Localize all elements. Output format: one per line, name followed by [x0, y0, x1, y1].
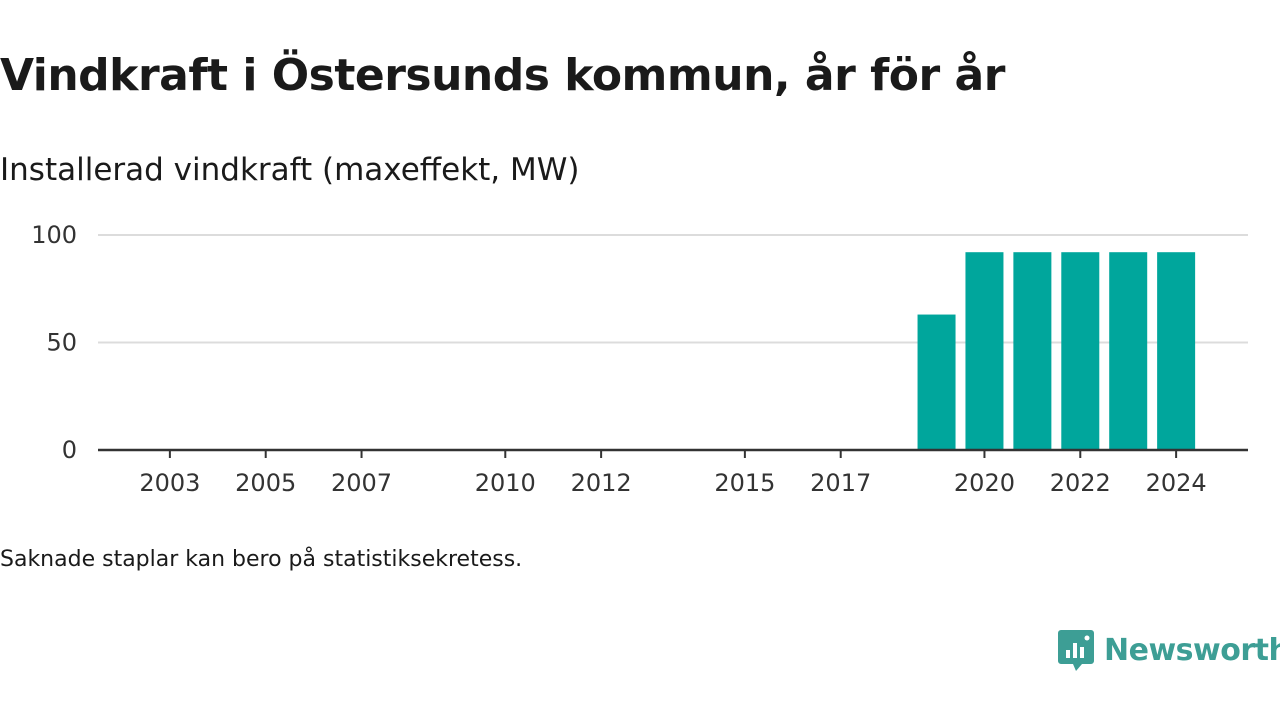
x-tick-label: 2012	[571, 469, 632, 497]
bar-2020	[965, 252, 1004, 450]
y-tick-label: 100	[31, 221, 77, 249]
axes: 0 50 100 2003 2005 2007 2010 2012 2015 2017 2020 20…	[31, 221, 1248, 497]
x-tick-label: 2024	[1146, 469, 1207, 497]
brand-logo[interactable]: Newsworthy	[1058, 628, 1280, 672]
chart-title: Vindkraft i Östersunds kommun, år för år	[0, 50, 1005, 101]
gridlines	[98, 234, 1248, 344]
x-tick-label: 2015	[714, 469, 775, 497]
bar-chart: 0 50 100 2003 2005 2007 2010 2012 2015 2017 2020 20…	[31, 221, 1248, 497]
brand-name: Newsworthy	[1104, 632, 1280, 668]
x-tick-label: 2010	[475, 469, 536, 497]
y-tick-label: 0	[62, 436, 77, 464]
x-tick-label: 2020	[954, 469, 1015, 497]
bar-2019	[917, 314, 956, 450]
newsworthy-chart-bubble-icon	[1058, 630, 1094, 671]
bar-2023	[1109, 252, 1148, 450]
x-tick-label: 2022	[1050, 469, 1111, 497]
bar-2024	[1157, 252, 1196, 450]
bar-2021	[1013, 252, 1052, 450]
x-tick-label: 2003	[139, 469, 200, 497]
bars	[917, 252, 1196, 450]
x-tick-label: 2007	[331, 469, 392, 497]
x-tick-label: 2005	[235, 469, 296, 497]
x-tick-label: 2017	[810, 469, 871, 497]
chart-subtitle: Installerad vindkraft (maxeffekt, MW)	[0, 152, 580, 188]
footnote: Saknade staplar kan bero på statistiksek…	[0, 547, 523, 572]
y-tick-label: 50	[46, 329, 77, 357]
bar-2022	[1061, 252, 1100, 450]
